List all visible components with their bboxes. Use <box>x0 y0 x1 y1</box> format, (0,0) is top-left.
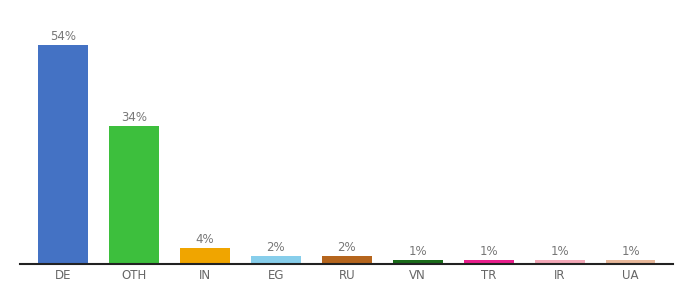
Bar <box>180 248 230 264</box>
Text: 1%: 1% <box>550 245 569 258</box>
Text: 1%: 1% <box>409 245 427 258</box>
Text: 2%: 2% <box>267 241 285 254</box>
Bar <box>251 256 301 264</box>
Text: 2%: 2% <box>337 241 356 254</box>
Text: 34%: 34% <box>121 111 147 124</box>
Text: 54%: 54% <box>50 30 76 43</box>
Bar <box>606 260 656 264</box>
Text: 4%: 4% <box>196 233 214 246</box>
Bar <box>464 260 513 264</box>
Bar <box>535 260 585 264</box>
Bar <box>322 256 372 264</box>
Text: 1%: 1% <box>622 245 640 258</box>
Bar <box>38 45 88 264</box>
Bar <box>109 126 158 264</box>
Text: 1%: 1% <box>479 245 498 258</box>
Bar <box>393 260 443 264</box>
